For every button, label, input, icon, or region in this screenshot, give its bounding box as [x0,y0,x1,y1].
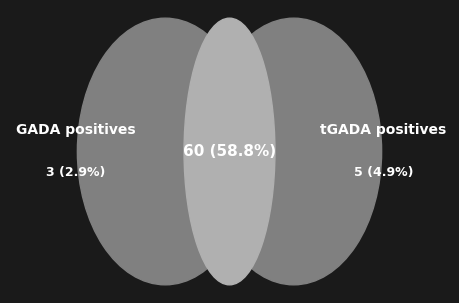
Ellipse shape [184,18,275,285]
Ellipse shape [78,18,253,285]
Ellipse shape [206,18,381,285]
Text: 5 (4.9%): 5 (4.9%) [353,166,413,179]
Text: 3 (2.9%): 3 (2.9%) [46,166,106,179]
Text: tGADA positives: tGADA positives [320,123,447,137]
Text: 60 (58.8%): 60 (58.8%) [183,144,276,159]
Text: GADA positives: GADA positives [16,123,135,137]
